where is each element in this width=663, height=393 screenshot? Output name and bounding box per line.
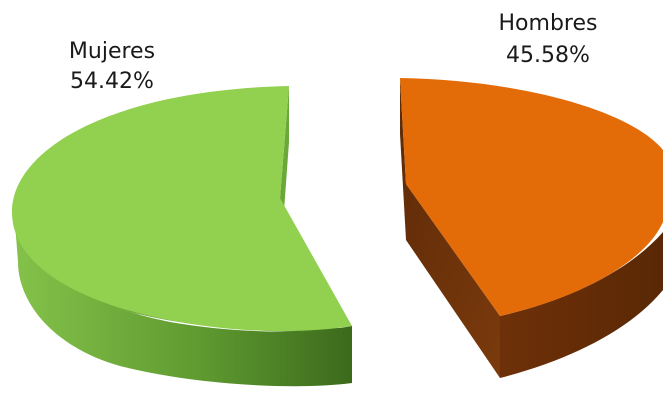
slice-hombres-top xyxy=(400,78,663,316)
slice-mujeres xyxy=(12,86,352,387)
slice-mujeres-value-label: 54.42% xyxy=(70,69,154,94)
slice-mujeres-top xyxy=(12,86,352,332)
slice-hombres-label-group: Hombres 45.58% xyxy=(499,11,598,68)
slice-hombres-side xyxy=(500,232,663,378)
slice-hombres-value-label: 45.58% xyxy=(506,43,590,68)
slice-mujeres-label: Mujeres xyxy=(69,39,155,64)
slice-mujeres-label-group: Mujeres 54.42% xyxy=(69,39,155,94)
slice-hombres xyxy=(400,78,663,378)
slice-mujeres-depth xyxy=(14,210,352,387)
slice-hombres-label: Hombres xyxy=(499,11,598,36)
slice-hombres-cut-face xyxy=(400,78,500,378)
